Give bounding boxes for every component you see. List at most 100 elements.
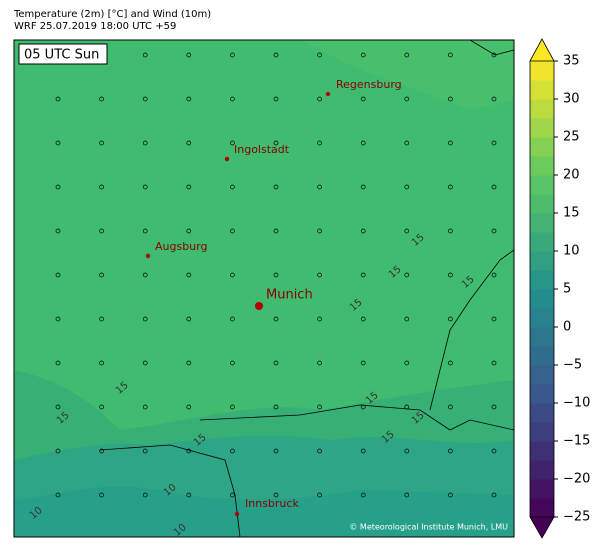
city-dot <box>224 156 230 162</box>
map-area <box>14 40 540 541</box>
station <box>317 360 322 366</box>
station <box>230 448 235 454</box>
station <box>230 228 235 234</box>
station <box>230 360 235 366</box>
station <box>186 228 192 234</box>
station <box>55 316 61 322</box>
station <box>99 316 104 322</box>
station <box>186 140 192 146</box>
station <box>99 96 104 102</box>
station <box>230 140 235 146</box>
station <box>99 272 104 278</box>
station <box>273 316 279 322</box>
station <box>230 272 235 278</box>
station <box>360 492 366 498</box>
station <box>491 492 497 498</box>
colorbar-tick-label: 15 <box>563 206 580 221</box>
station <box>448 360 453 366</box>
colorbar-tick-label: −15 <box>563 434 590 449</box>
colorbar-segment <box>530 213 554 233</box>
station <box>55 404 61 410</box>
station <box>491 404 497 410</box>
colorbar-tick-label: −10 <box>563 396 590 411</box>
station <box>448 448 453 454</box>
station <box>186 272 192 278</box>
subtitle: WRF 25.07.2019 18:00 UTC +59 <box>14 21 176 32</box>
station <box>491 184 497 190</box>
station <box>230 492 235 498</box>
station <box>448 52 453 58</box>
station <box>273 360 279 366</box>
colorbar-segment <box>530 137 554 157</box>
station <box>404 228 410 234</box>
station <box>99 184 104 190</box>
station <box>142 316 148 322</box>
station <box>231 536 234 537</box>
station <box>99 492 104 498</box>
station <box>142 140 148 146</box>
station <box>186 448 192 454</box>
station <box>317 140 322 146</box>
station <box>449 536 452 537</box>
station <box>99 140 104 146</box>
station <box>142 404 148 410</box>
station <box>273 448 279 454</box>
time-box <box>18 43 108 65</box>
colorbar-segment <box>530 80 554 100</box>
station <box>448 184 453 190</box>
station <box>491 52 497 58</box>
station <box>448 96 453 102</box>
station <box>317 184 322 190</box>
station <box>361 536 365 537</box>
station <box>536 537 540 541</box>
station <box>55 96 61 102</box>
colorbar-tick-label: −20 <box>563 472 590 487</box>
station <box>55 492 61 498</box>
colorbar-tick-label: 5 <box>563 282 571 297</box>
station <box>317 492 322 498</box>
station <box>360 316 366 322</box>
colorbar-segment <box>530 422 554 442</box>
colorbar-segment <box>530 251 554 271</box>
city-dot <box>325 91 331 97</box>
station <box>186 316 192 322</box>
station <box>186 96 192 102</box>
station <box>404 52 410 58</box>
colorbar-tick-label: −5 <box>563 358 582 373</box>
colorbar-segment <box>530 118 554 138</box>
station <box>360 448 366 454</box>
colorbar-segment <box>530 346 554 366</box>
station <box>360 96 366 102</box>
colorbar-segment <box>530 460 554 480</box>
station <box>491 448 497 454</box>
station <box>230 316 235 322</box>
station <box>448 404 453 410</box>
station <box>448 228 453 234</box>
station <box>230 404 235 410</box>
station <box>360 228 366 234</box>
city-label: Innsbruck <box>245 497 299 510</box>
station <box>360 360 366 366</box>
station <box>404 140 410 146</box>
station <box>142 52 148 58</box>
station <box>230 184 235 190</box>
station <box>273 96 279 102</box>
station <box>55 360 61 366</box>
station <box>404 492 410 498</box>
station <box>100 536 103 537</box>
station <box>230 52 235 58</box>
colorbar-segment <box>530 61 554 81</box>
station <box>273 228 279 234</box>
city-dot <box>234 511 240 517</box>
colorbar-segment <box>530 270 554 290</box>
station <box>492 536 496 537</box>
station <box>317 96 322 102</box>
city-label: Munich <box>266 288 313 303</box>
station <box>55 140 61 146</box>
station <box>186 52 192 58</box>
station <box>273 272 279 278</box>
station <box>187 536 191 537</box>
colorbar-segment <box>530 156 554 176</box>
colorbar-tick-label: 30 <box>563 92 580 107</box>
